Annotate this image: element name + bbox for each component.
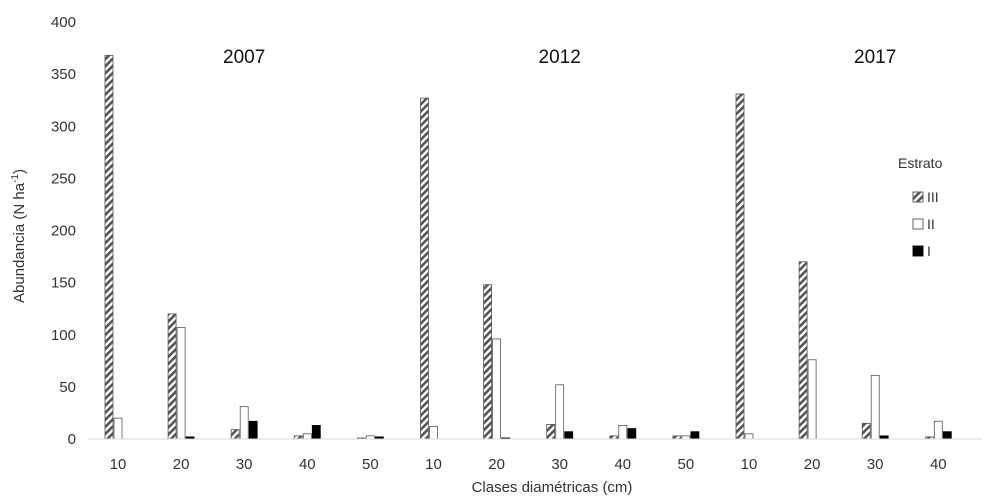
x-tick-label: 40 (930, 456, 947, 473)
bars-group (104, 54, 952, 440)
bar-2012-40-II (618, 425, 628, 440)
x-tick-label: 20 (488, 456, 505, 473)
legend-label-I: I (927, 243, 931, 259)
legend-label-II: II (927, 216, 935, 232)
bar-2007-30-III (230, 429, 240, 440)
bar-2012-50-I (690, 431, 700, 440)
bar-2007-30-II (239, 406, 249, 440)
bar-2012-30-II (555, 384, 565, 440)
y-tick-label: 150 (51, 275, 76, 292)
bar-2012-30-III (546, 424, 556, 440)
x-tick-label: 10 (110, 456, 127, 473)
bar-2017-30-III (861, 422, 871, 440)
x-tick-label: 50 (678, 456, 695, 473)
x-tick-label: 40 (614, 456, 631, 473)
panel-title-2007: 2007 (223, 47, 265, 68)
bar-2017-40-I (942, 431, 952, 440)
bar-2012-30-I (564, 431, 574, 440)
bar-2012-20-II (492, 338, 502, 440)
legend-swatch-II (912, 218, 924, 230)
bar-2007-10-II (113, 417, 123, 440)
bar-2017-30-II (870, 375, 880, 440)
x-tick-label: 20 (804, 456, 821, 473)
x-tick-label: 10 (741, 456, 758, 473)
bar-2017-10-III (735, 93, 745, 440)
bar-2017-10-II (744, 433, 754, 440)
x-tick-label: 30 (236, 456, 253, 473)
y-tick-label: 50 (59, 379, 76, 396)
x-tick-label: 10 (425, 456, 442, 473)
y-tick-label: 300 (51, 118, 76, 135)
legend-swatch-III (912, 191, 924, 203)
y-tick-label: 400 (51, 14, 76, 31)
y-axis-title: Abundancia (N ha-1) (10, 169, 28, 303)
bar-2007-40-I (311, 425, 321, 440)
legend-swatch-I (912, 245, 924, 257)
y-tick-label: 350 (51, 66, 76, 83)
x-tick-label: 20 (173, 456, 190, 473)
bar-2012-20-III (483, 284, 493, 440)
panel-titles: 2007 2012 2017 (223, 47, 896, 68)
bar-2017-20-II (807, 359, 817, 440)
bar-2012-10-II (429, 426, 438, 440)
bar-2007-20-II (176, 327, 186, 440)
y-tick-label: 200 (51, 223, 76, 240)
x-axis-tick-labels: 102030405010203040501020304050 (110, 456, 947, 473)
x-axis-title: Clases diamétricas (cm) (472, 479, 633, 496)
bar-2007-30-I (248, 420, 258, 440)
y-axis-tick-labels: 0 50 100 150 200 250 300 350 400 (51, 14, 76, 448)
panel-title-2017: 2017 (854, 47, 896, 68)
y-tick-label: 250 (51, 170, 76, 187)
legend-title: Estrato (898, 155, 943, 171)
bar-2007-40-II (302, 433, 312, 440)
x-tick-label: 40 (299, 456, 316, 473)
bar-2007-10-III (104, 54, 114, 440)
y-tick-label: 0 (68, 431, 76, 448)
x-tick-label: 30 (551, 456, 568, 473)
legend-label-III: III (927, 189, 939, 205)
panel-title-2012: 2012 (539, 47, 581, 68)
bar-2017-20-III (798, 261, 808, 440)
bar-2017-40-II (933, 420, 943, 440)
bar-2012-40-I (627, 428, 637, 440)
y-tick-label: 100 (51, 327, 76, 344)
x-tick-label: 30 (867, 456, 884, 473)
bar-2012-10-III (420, 97, 429, 440)
x-tick-label: 50 (362, 456, 379, 473)
bar-2007-20-III (167, 313, 177, 440)
